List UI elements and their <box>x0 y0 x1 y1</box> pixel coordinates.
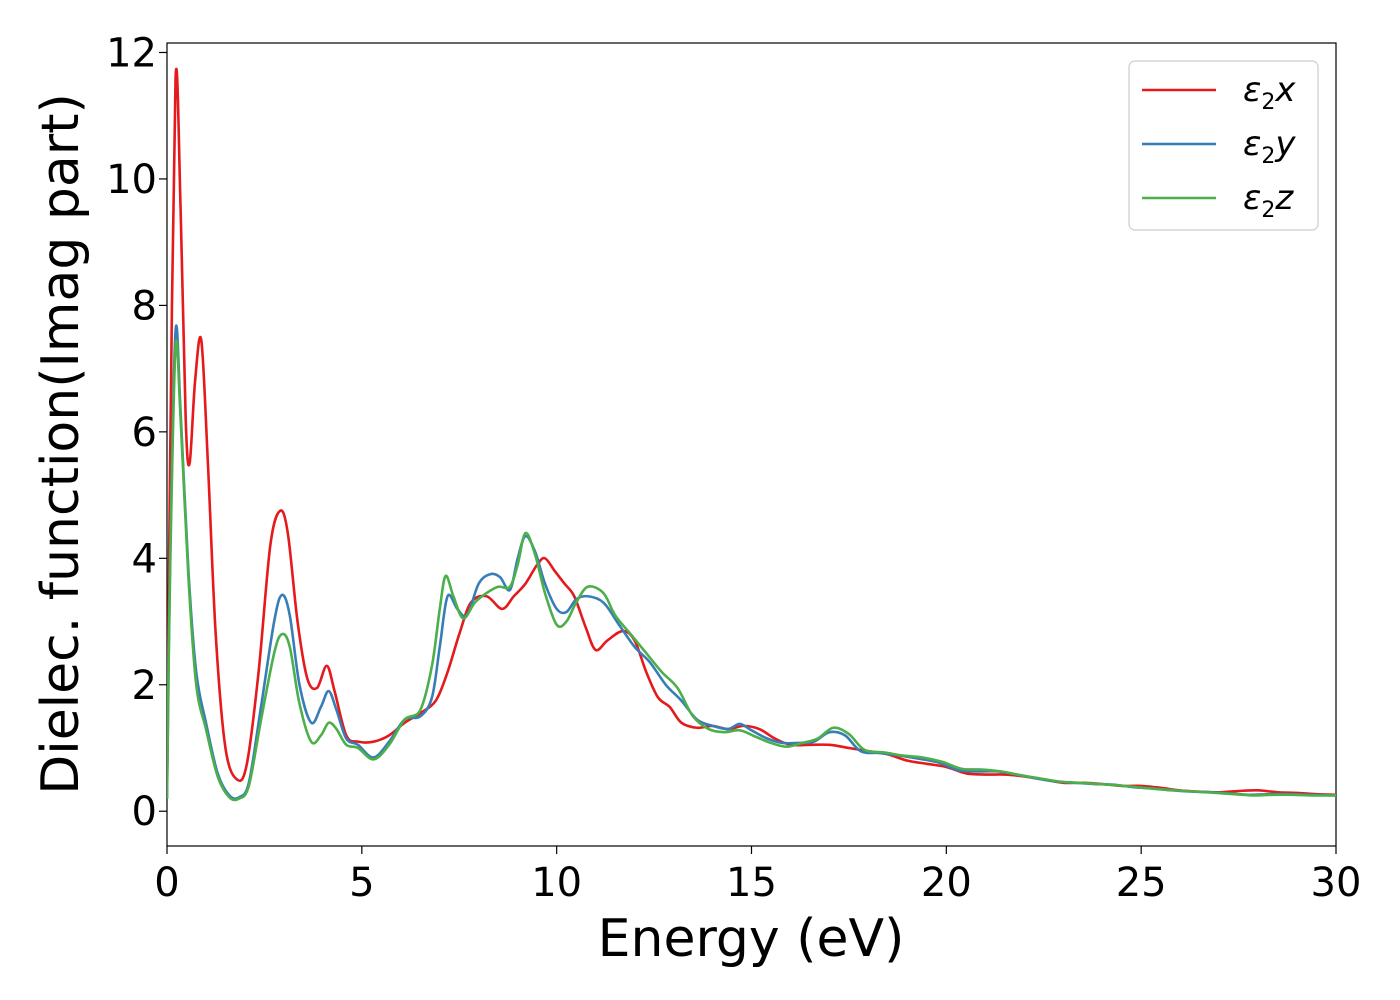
legend-label-3: ε2z <box>1243 178 1294 223</box>
x-tick-label: 25 <box>1116 860 1167 906</box>
legend-box <box>1128 60 1319 231</box>
x-tick-label: 15 <box>726 860 777 906</box>
legend-label-2: ε2y <box>1243 124 1296 169</box>
y-axis-ticks: 0 2 4 6 8 10 12 <box>106 30 167 835</box>
y-tick-label: 10 <box>106 157 157 203</box>
y-tick-label: 2 <box>132 663 157 709</box>
x-tick-label: 10 <box>531 860 582 906</box>
y-tick-label: 12 <box>106 30 157 76</box>
x-axis-ticks: 0 5 10 15 20 25 30 <box>154 846 1361 906</box>
y-axis-label: Dielec. function(Imag part) <box>31 93 91 795</box>
x-tick-label: 30 <box>1311 860 1362 906</box>
series-line-3 <box>167 339 1336 802</box>
x-axis-label: Energy (eV) <box>598 909 905 969</box>
y-tick-label: 8 <box>132 283 157 329</box>
x-tick-label: 20 <box>921 860 972 906</box>
x-tick-label: 5 <box>349 860 374 906</box>
y-tick-label: 4 <box>132 536 157 582</box>
series-layer <box>167 67 1336 802</box>
x-tick-label: 0 <box>154 860 179 906</box>
y-tick-label: 0 <box>132 789 157 835</box>
y-tick-label: 6 <box>132 410 157 456</box>
legend-label-1: ε2x <box>1243 70 1296 115</box>
legend: ε2x ε2y ε2z <box>1128 60 1319 231</box>
